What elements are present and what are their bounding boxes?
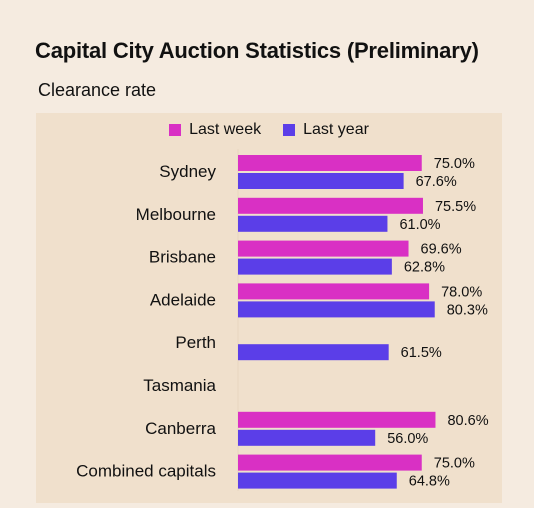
value-label-brisbane-last-week: 69.6% (421, 242, 462, 258)
legend: Last week Last year (36, 121, 502, 139)
bar-sydney-last-year (238, 173, 404, 189)
bar-combined-capitals-last-week (238, 454, 422, 471)
bar-sydney-last-week (238, 155, 422, 171)
bar-perth-last-year (238, 344, 389, 361)
value-label-melbourne-last-week: 75.5% (435, 199, 476, 215)
legend-label-last-year: Last year (303, 121, 369, 138)
legend-swatch-last-week (169, 124, 182, 136)
chart-panel: Last week Last year Sydney 75.0% 67.6% Melb… (36, 113, 502, 503)
category-label-melbourne: Melbourne (136, 205, 216, 224)
category-label-tasmania: Tasmania (143, 376, 216, 395)
value-label-sydney-last-year: 67.6% (416, 174, 457, 190)
value-label-canberra-last-year: 56.0% (387, 431, 428, 447)
bar-chart: Sydney 75.0% 67.6% Melbourne 75.5% 61.0% Brisb… (76, 149, 489, 491)
legend-item-last-year: Last year (283, 121, 369, 139)
chart-subtitle: Clearance rate (38, 80, 157, 100)
value-label-adelaide-last-year: 80.3% (447, 302, 488, 318)
value-label-adelaide-last-week: 78.0% (441, 284, 482, 300)
legend-label-last-week: Last week (189, 121, 262, 138)
value-label-canberra-last-week: 80.6% (447, 413, 488, 429)
category-label-canberra: Canberra (145, 419, 216, 438)
bar-canberra-last-year (238, 429, 376, 446)
legend-swatch-last-year (283, 124, 296, 136)
category-label-perth: Perth (175, 333, 216, 352)
value-label-brisbane-last-year: 62.8% (404, 260, 445, 276)
legend-item-last-week: Last week (169, 121, 261, 139)
bar-melbourne-last-week (238, 197, 423, 214)
bar-melbourne-last-year (238, 215, 388, 232)
bar-combined-capitals-last-year (238, 472, 397, 489)
value-label-melbourne-last-year: 61.0% (399, 217, 440, 233)
bar-canberra-last-week (238, 411, 436, 428)
bar-brisbane-last-week (238, 240, 409, 257)
chart-title: Capital City Auction Statistics (Prelimi… (35, 38, 479, 63)
category-label-sydney: Sydney (159, 162, 216, 181)
category-label-brisbane: Brisbane (149, 248, 216, 267)
category-label-combined-capitals: Combined capitals (76, 462, 216, 481)
bar-brisbane-last-year (238, 258, 392, 275)
value-label-combined-capitals-last-year: 64.8% (409, 474, 450, 490)
bar-adelaide-last-year (238, 301, 435, 318)
value-label-perth-last-year: 61.5% (401, 345, 442, 361)
bar-adelaide-last-week (238, 283, 430, 300)
value-label-combined-capitals-last-week: 75.0% (434, 456, 475, 472)
category-label-adelaide: Adelaide (150, 290, 216, 309)
value-label-sydney-last-week: 75.0% (434, 156, 475, 172)
